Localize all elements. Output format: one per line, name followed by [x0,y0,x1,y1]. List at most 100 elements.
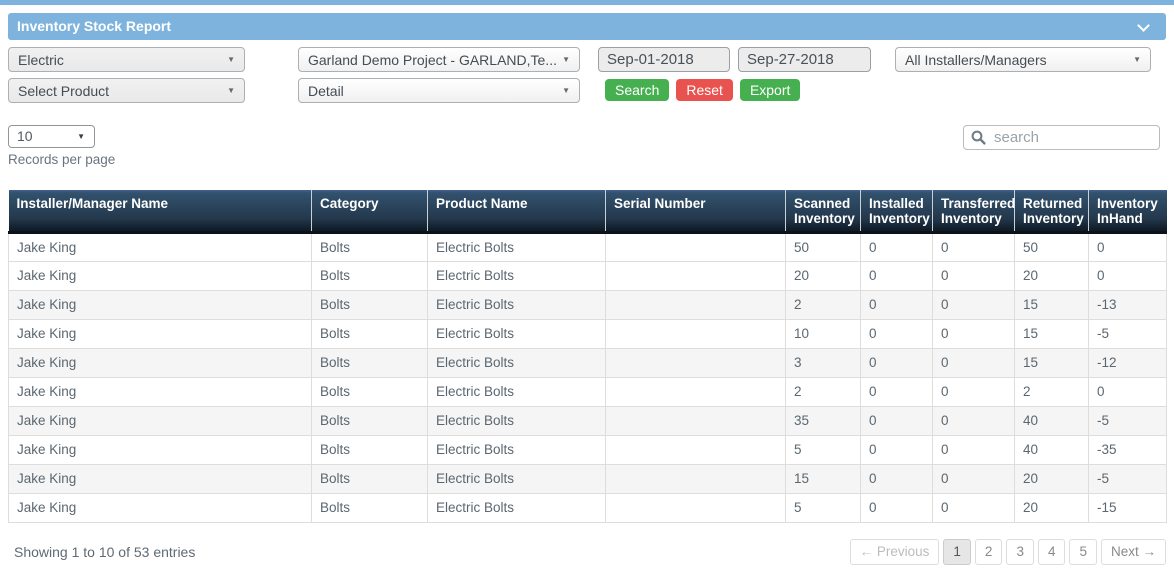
filter-row-1: Electric ▼ Garland Demo Project - GARLAN… [8,47,1166,72]
product-select[interactable]: Select Product ▼ [8,78,245,103]
cell-scanned-inventory: 3 [785,347,861,378]
records-row: 10 ▼ Records per page [8,125,1166,167]
cell-installed-inventory: 0 [860,434,933,465]
cell-transferred-inventory: 0 [932,376,1015,407]
cell-transferred-inventory: 0 [932,289,1015,320]
cell-inventory-inhand: -5 [1088,318,1167,349]
cell-installer-manager-name: Jake King [8,434,312,465]
project-select[interactable]: Garland Demo Project - GARLAND,Te... ▼ [298,47,580,72]
cell-installed-inventory: 0 [860,347,933,378]
reset-button[interactable]: Reset [676,79,733,101]
search-button[interactable]: Search [605,79,670,101]
category-select[interactable]: Electric ▼ [8,47,245,72]
previous-page-button[interactable]: ← Previous [849,538,940,565]
cell-category: Bolts [311,463,428,494]
column-header-transferred-inventory: Transferred Inventory [932,190,1015,234]
cell-installer-manager-name: Jake King [8,376,312,407]
table-search-box [963,125,1160,150]
table-row: Jake King Bolts Electric Bolts 5 0 0 40 -35 [8,434,1167,465]
cell-transferred-inventory: 0 [932,463,1015,494]
page-button-1[interactable]: 1 [943,538,971,565]
cell-transferred-inventory: 0 [932,260,1015,291]
cell-scanned-inventory: 2 [785,289,861,320]
cell-scanned-inventory: 2 [785,376,861,407]
cell-returned-inventory: 2 [1014,376,1089,407]
cell-installed-inventory: 0 [860,405,933,436]
chevron-down-icon[interactable] [1137,19,1150,32]
entries-summary: Showing 1 to 10 of 53 entries [14,543,196,560]
cell-serial-number [605,318,786,349]
records-per-page-group: 10 ▼ Records per page [8,125,115,167]
cell-returned-inventory: 15 [1014,289,1089,320]
cell-installed-inventory: 0 [860,492,933,523]
column-header-serial-number: Serial Number [605,190,786,234]
caret-down-icon: ▼ [77,132,85,141]
cell-installer-manager-name: Jake King [8,463,312,494]
page-button-5[interactable]: 5 [1069,538,1097,565]
cell-installed-inventory: 0 [860,231,933,262]
table-row: Jake King Bolts Electric Bolts 15 0 0 20 -5 [8,463,1167,494]
cell-returned-inventory: 15 [1014,347,1089,378]
caret-down-icon: ▼ [562,55,570,64]
table-header-row: Installer/Manager Name Category Product Na… [8,190,1167,234]
cell-returned-inventory: 50 [1014,231,1089,262]
cell-scanned-inventory: 10 [785,318,861,349]
cell-installer-manager-name: Jake King [8,260,312,291]
cell-product-name: Electric Bolts [427,260,606,291]
report-type-select-value: Detail [308,83,344,99]
filter-row-2: Select Product ▼ Detail ▼ Search Reset E… [8,78,1166,103]
records-per-page-value: 10 [17,128,33,144]
column-header-product-name: Product Name [427,190,606,234]
caret-down-icon: ▼ [562,86,570,95]
cell-inventory-inhand: -5 [1088,405,1167,436]
cell-installer-manager-name: Jake King [8,405,312,436]
column-header-returned-inventory: Returned Inventory [1014,190,1089,234]
cell-installed-inventory: 0 [860,463,933,494]
date-from-input[interactable] [598,47,730,72]
page-title: Inventory Stock Report [17,18,172,34]
cell-installer-manager-name: Jake King [8,492,312,523]
page-button-4[interactable]: 4 [1037,538,1066,565]
cell-returned-inventory: 15 [1014,318,1089,349]
report-type-select[interactable]: Detail ▼ [298,78,580,103]
table-row: Jake King Bolts Electric Bolts 20 0 0 20 0 [8,260,1167,291]
caret-down-icon: ▼ [227,86,235,95]
installer-select[interactable]: All Installers/Managers ▼ [895,47,1151,72]
cell-transferred-inventory: 0 [932,347,1015,378]
panel-header[interactable]: Inventory Stock Report [8,13,1166,40]
cell-inventory-inhand: -13 [1088,289,1167,320]
cell-category: Bolts [311,376,428,407]
date-to-input[interactable] [738,47,871,72]
column-header-installed-inventory: Installed Inventory [860,190,933,234]
cell-scanned-inventory: 35 [785,405,861,436]
table-row: Jake King Bolts Electric Bolts 35 0 0 40 -5 [8,405,1167,436]
column-header-installer-manager-name: Installer/Manager Name [8,190,312,234]
table-search-input[interactable] [963,125,1160,150]
records-per-page-select[interactable]: 10 ▼ [8,125,95,148]
cell-inventory-inhand: -35 [1088,434,1167,465]
cell-inventory-inhand: -5 [1088,463,1167,494]
cell-product-name: Electric Bolts [427,463,606,494]
cell-inventory-inhand: -15 [1088,492,1167,523]
cell-product-name: Electric Bolts [427,492,606,523]
product-select-value: Select Product [18,83,110,99]
cell-serial-number [605,289,786,320]
page-button-3[interactable]: 3 [1006,538,1034,565]
cell-returned-inventory: 20 [1014,492,1089,523]
export-button[interactable]: Export [739,79,801,101]
next-page-button[interactable]: Next → [1100,538,1166,565]
table-row: Jake King Bolts Electric Bolts 2 0 0 2 0 [8,376,1167,407]
cell-product-name: Electric Bolts [427,434,606,465]
cell-serial-number [605,260,786,291]
cell-transferred-inventory: 0 [932,405,1015,436]
cell-serial-number [605,434,786,465]
cell-returned-inventory: 40 [1014,405,1089,436]
cell-returned-inventory: 20 [1014,463,1089,494]
cell-category: Bolts [311,405,428,436]
table-row: Jake King Bolts Electric Bolts 5 0 0 20 -15 [8,492,1167,523]
page-button-2[interactable]: 2 [974,538,1003,565]
cell-category: Bolts [311,318,428,349]
cell-product-name: Electric Bolts [427,231,606,262]
cell-category: Bolts [311,434,428,465]
cell-installer-manager-name: Jake King [8,289,312,320]
